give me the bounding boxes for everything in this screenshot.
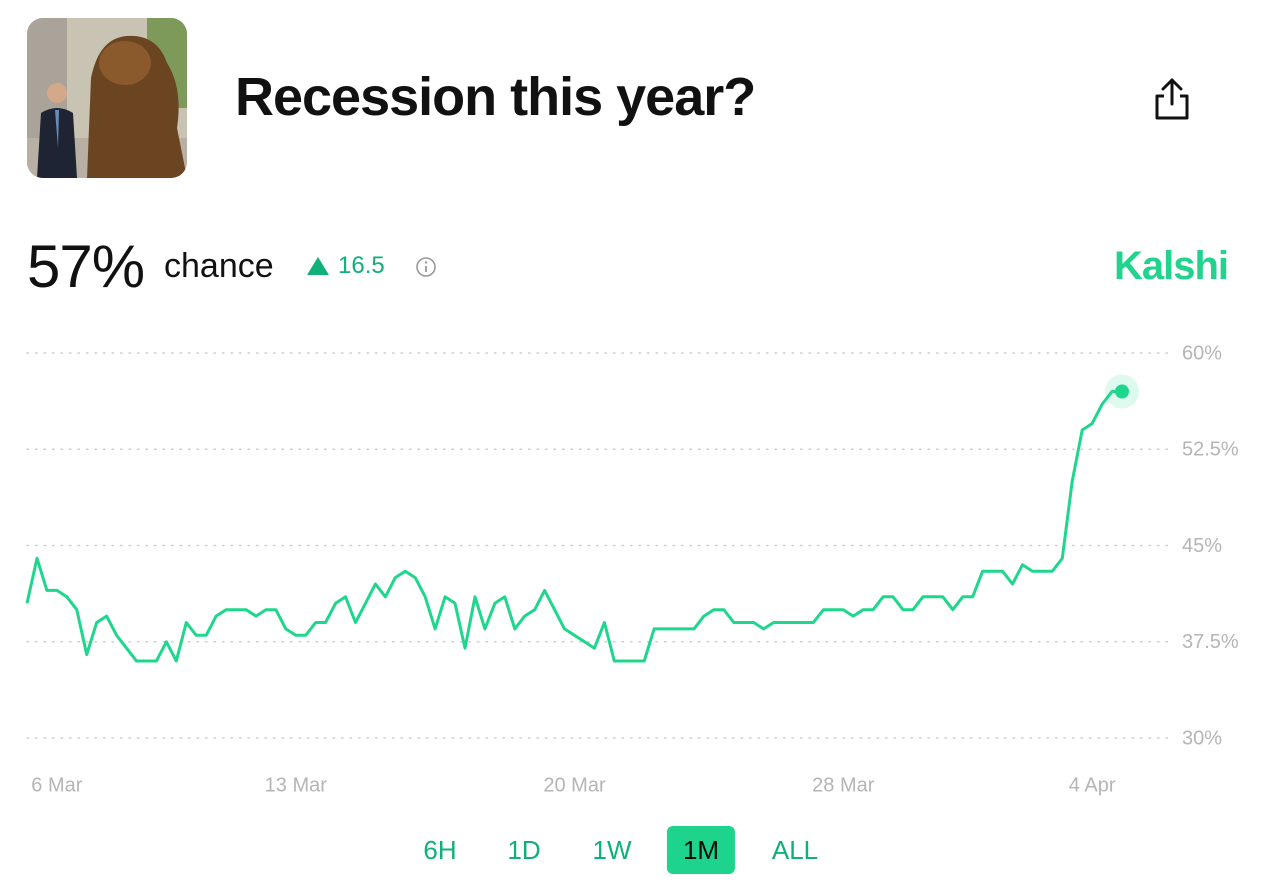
change-value: 16.5 <box>338 252 385 279</box>
y-tick-label: 45% <box>1182 535 1222 557</box>
price-line <box>25 390 1122 663</box>
change: 16.5 <box>306 252 385 280</box>
market-title: Recession this year? <box>235 67 756 127</box>
period-button[interactable]: 1W <box>577 826 648 874</box>
market-image <box>27 18 187 178</box>
image-art <box>27 18 187 178</box>
up-arrow <box>307 257 329 275</box>
y-tick-label: 52.5% <box>1182 439 1239 461</box>
period-button[interactable]: 1D <box>491 826 556 874</box>
chart: 60% 52.5% 45% 37.5% 30% 6 Mar 13 Mar 20 Mar 28 M… <box>25 342 1239 796</box>
y-tick-label: 60% <box>1182 342 1222 364</box>
current-point <box>1115 384 1129 399</box>
probability-label: chance <box>164 247 274 285</box>
probability: 57% <box>27 233 145 300</box>
period-button[interactable]: 1M <box>666 826 736 874</box>
x-tick-label: 20 Mar <box>543 774 606 796</box>
period-button[interactable]: ALL <box>756 826 834 874</box>
y-tick-label: 30% <box>1182 727 1222 749</box>
x-tick-label: 4 Apr <box>1069 774 1116 796</box>
source-brand: Kalshi <box>1113 244 1229 288</box>
share-button[interactable] <box>1152 76 1192 122</box>
y-tick-label: 37.5% <box>1182 631 1239 653</box>
x-tick-label: 28 Mar <box>812 774 875 796</box>
period-selector: 6H 1D 1W 1M ALL <box>0 826 1286 874</box>
x-tick-label: 6 Mar <box>31 774 82 796</box>
period-button[interactable]: 6H <box>407 826 472 874</box>
x-tick-label: 13 Mar <box>265 774 328 796</box>
info-icon[interactable] <box>415 256 437 278</box>
